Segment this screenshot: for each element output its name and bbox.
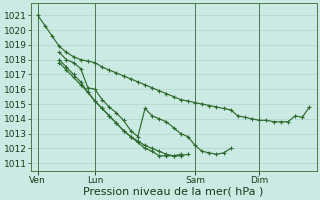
X-axis label: Pression niveau de la mer( hPa ): Pression niveau de la mer( hPa )	[84, 187, 264, 197]
